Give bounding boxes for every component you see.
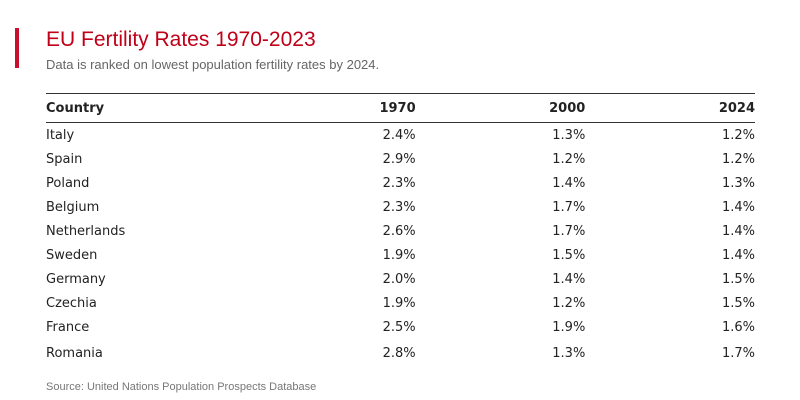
cell-2000: 1.3% [552, 345, 586, 361]
table-row: Belgium 2.3% 1.7% 1.4% [46, 195, 755, 219]
table-row: Netherlands 2.6% 1.7% 1.4% [46, 219, 755, 243]
cell-2000: 1.7% [552, 223, 586, 239]
cell-2000: 1.2% [552, 151, 586, 167]
cell-2024: 1.5% [721, 295, 755, 311]
cell-country: Czechia [46, 295, 97, 311]
cell-1970: 2.3% [382, 199, 416, 215]
cell-1970: 2.0% [382, 271, 416, 287]
cell-2024: 1.7% [721, 345, 755, 361]
cell-1970: 2.8% [382, 345, 416, 361]
table-row: Germany 2.0% 1.4% 1.5% [46, 267, 755, 291]
cell-country: Netherlands [46, 223, 126, 239]
table-header: Country 1970 2000 2024 [46, 93, 755, 123]
cell-country: Romania [46, 345, 103, 361]
cell-2000: 1.4% [552, 271, 586, 287]
fertility-table: Country 1970 2000 2024 Italy 2.4% 1.3% 1.2%… [46, 93, 755, 367]
cell-country: Italy [46, 127, 75, 143]
cell-2024: 1.4% [721, 223, 755, 239]
cell-2000: 1.7% [552, 199, 586, 215]
cell-country: Belgium [46, 199, 100, 215]
table-row: Spain 2.9% 1.2% 1.2% [46, 147, 755, 171]
cell-2000: 1.9% [552, 319, 586, 335]
cell-2024: 1.4% [721, 199, 755, 215]
chart-subtitle: Data is ranked on lowest population fert… [46, 57, 380, 72]
table-row: Sweden 1.9% 1.5% 1.4% [46, 243, 755, 267]
cell-1970: 1.9% [382, 295, 416, 311]
cell-country: Poland [46, 175, 90, 191]
table-header-row: Country 1970 2000 2024 [46, 93, 755, 123]
cell-2024: 1.6% [721, 319, 755, 335]
table-row: Poland 2.3% 1.4% 1.3% [46, 171, 755, 195]
cell-1970: 2.9% [382, 151, 416, 167]
column-header-2024: 2024 [585, 93, 755, 123]
table-row: France 2.5% 1.9% 1.6% [46, 315, 755, 339]
cell-1970: 2.4% [382, 127, 416, 143]
source-note: Source: United Nations Population Prospe… [46, 381, 317, 393]
cell-2024: 1.2% [721, 127, 755, 143]
chart-title: EU Fertility Rates 1970-2023 [46, 28, 316, 51]
cell-2024: 1.2% [721, 151, 755, 167]
column-header-1970: 1970 [246, 93, 416, 123]
cell-country: France [46, 319, 90, 335]
cell-2024: 1.4% [721, 247, 755, 263]
cell-2024: 1.5% [721, 271, 755, 287]
cell-2000: 1.3% [552, 127, 586, 143]
cell-country: Sweden [46, 247, 98, 263]
cell-2024: 1.3% [721, 175, 755, 191]
column-header-2000: 2000 [415, 93, 586, 123]
column-header-country: Country [46, 93, 246, 123]
cell-1970: 1.9% [382, 247, 416, 263]
cell-1970: 2.3% [382, 175, 416, 191]
table-row: Italy 2.4% 1.3% 1.2% [46, 123, 755, 148]
table-row: Czechia 1.9% 1.2% 1.5% [46, 291, 755, 315]
cell-1970: 2.5% [382, 319, 416, 335]
cell-1970: 2.6% [382, 223, 416, 239]
title-accent-bar [15, 28, 19, 68]
cell-2000: 1.5% [552, 247, 586, 263]
table-body: Italy 2.4% 1.3% 1.2% Spain 2.9% 1.2% 1.2% Poland… [46, 123, 755, 368]
cell-country: Spain [46, 151, 83, 167]
cell-2000: 1.4% [552, 175, 586, 191]
table-row: Romania 2.8% 1.3% 1.7% [46, 339, 755, 367]
cell-country: Germany [46, 271, 106, 287]
cell-2000: 1.2% [552, 295, 586, 311]
